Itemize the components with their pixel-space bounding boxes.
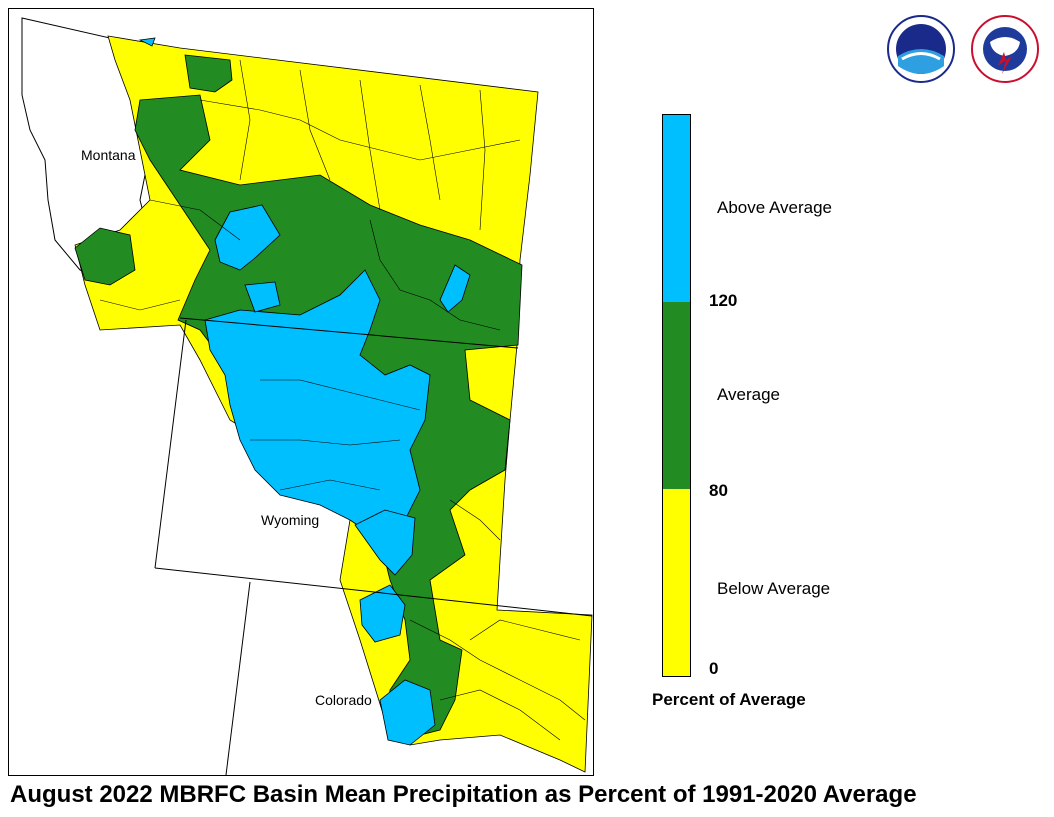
legend-tick-0: 0 xyxy=(709,659,718,679)
basin-map xyxy=(8,8,594,776)
map-caption: August 2022 MBRFC Basin Mean Precipitati… xyxy=(10,781,917,809)
legend-label-below: Below Average xyxy=(717,579,830,599)
legend-tick-120: 120 xyxy=(709,291,737,311)
legend-label-above: Above Average xyxy=(717,198,832,218)
nws-logo-icon xyxy=(970,14,1040,84)
colorado-west-border xyxy=(226,582,250,775)
wyoming-west-border xyxy=(155,320,186,568)
label-montana: Montana xyxy=(81,147,135,163)
label-wyoming: Wyoming xyxy=(261,512,319,528)
legend-swatch-below xyxy=(663,489,690,676)
label-colorado: Colorado xyxy=(315,692,372,708)
legend-label-average: Average xyxy=(717,385,780,405)
legend-swatch-average xyxy=(663,302,690,489)
legend-tick-80: 80 xyxy=(709,481,728,501)
noaa-logo-icon xyxy=(886,14,956,84)
legend-swatch-above xyxy=(663,115,690,302)
legend-title: Percent of Average xyxy=(652,690,806,710)
legend-color-bar xyxy=(662,114,691,677)
